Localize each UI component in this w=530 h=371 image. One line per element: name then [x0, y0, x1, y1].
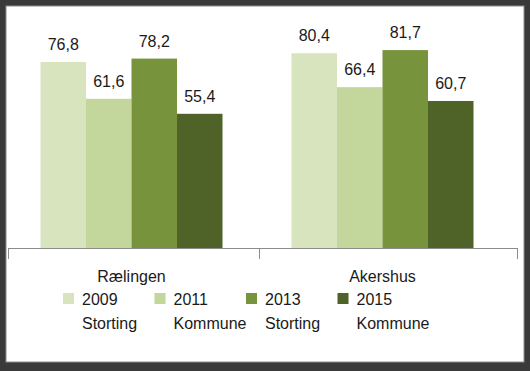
data-label: 76,8 — [48, 36, 79, 53]
legend-label-line: 2015 — [357, 291, 393, 308]
data-label: 55,4 — [184, 88, 215, 105]
legend-swatch — [155, 293, 166, 304]
category-divider — [259, 248, 260, 259]
category-label: Rælingen — [97, 268, 165, 285]
legend-label-line: 2011 — [174, 291, 209, 308]
data-labels: 76,8 61,6 78,2 55,4 80,4 66,4 81,7 60,7 — [48, 24, 467, 105]
bar — [86, 99, 132, 248]
legend-label: 2011 Kommune — [174, 291, 247, 332]
bar — [41, 62, 87, 248]
x-axis — [8, 248, 518, 249]
category-divider — [8, 248, 9, 259]
legend-label: 2013 Storting — [265, 291, 320, 332]
legend-label-line: Kommune — [174, 315, 247, 332]
legend-label-line: Storting — [265, 315, 320, 332]
legend-swatch — [246, 293, 257, 304]
chart-background — [6, 6, 524, 362]
data-label: 80,4 — [299, 27, 330, 44]
data-label: 66,4 — [344, 61, 375, 78]
legend-label-line: Storting — [82, 315, 137, 332]
category-divider — [517, 248, 518, 259]
bar — [337, 87, 383, 248]
data-label: 61,6 — [93, 73, 124, 90]
legend-swatch — [338, 293, 349, 304]
legend-label-line: Kommune — [357, 315, 430, 332]
bar — [292, 53, 338, 248]
bar — [383, 50, 429, 248]
category-label: Akershus — [349, 268, 416, 285]
legend: 2009 Storting 2011 Kommune 2013 Storting 2015 K… — [63, 291, 430, 332]
legend-label-line: 2009 — [82, 291, 118, 308]
bar — [177, 114, 223, 248]
bars — [41, 50, 474, 248]
data-label: 78,2 — [139, 33, 170, 50]
legend-label: 2009 Storting — [82, 291, 137, 332]
bar — [132, 59, 178, 248]
legend-label-line: 2013 — [265, 291, 301, 308]
chart: 76,8 61,6 78,2 55,4 80,4 66,4 81,7 60,7 Rælingen… — [0, 0, 530, 371]
bar — [428, 101, 474, 248]
legend-label: 2015 Kommune — [357, 291, 430, 332]
data-label: 60,7 — [435, 75, 466, 92]
legend-swatch — [63, 293, 74, 304]
data-label: 81,7 — [390, 24, 421, 41]
